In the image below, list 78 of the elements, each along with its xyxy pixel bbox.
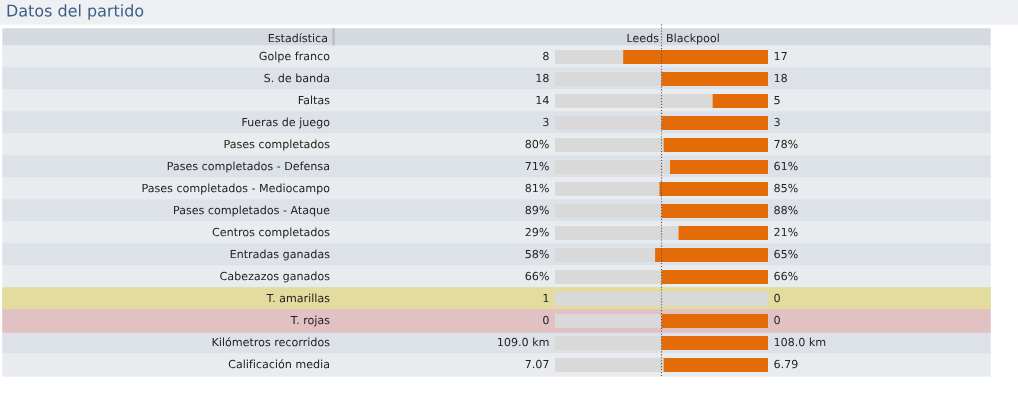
text: 58% <box>525 249 549 259</box>
bar <box>670 159 768 175</box>
text: 6.79 <box>774 359 798 369</box>
text: 8 <box>543 51 549 61</box>
text: 3 <box>543 117 549 127</box>
bar <box>555 137 664 153</box>
text: 29% <box>525 227 549 237</box>
text: 81% <box>525 183 549 193</box>
text: 89% <box>525 205 549 215</box>
bar <box>661 313 768 329</box>
bar <box>555 291 768 307</box>
text: 18 <box>774 73 787 83</box>
text: Datos del partido <box>7 4 144 20</box>
text: 66% <box>525 271 549 281</box>
bar <box>555 225 679 241</box>
y-tick-label: Pases completados - Ataque <box>174 205 330 217</box>
bar <box>661 269 768 285</box>
bar <box>555 269 662 285</box>
text: 88% <box>774 205 798 215</box>
text: 3 <box>774 117 780 127</box>
y-tick-label: Centros completados <box>212 227 330 239</box>
bar <box>661 71 768 87</box>
y-tick-label: Pases completados - Defensa <box>167 161 329 173</box>
y-tick-label: Pases completados <box>224 139 330 151</box>
text: 66% <box>774 271 798 281</box>
text: 18 <box>536 73 549 83</box>
bar <box>661 115 768 131</box>
bar <box>555 71 662 87</box>
bar <box>555 49 624 65</box>
bar <box>663 137 768 153</box>
text: 109.0 km <box>498 337 549 347</box>
bar <box>555 115 662 131</box>
y-tick-label: T. amarillas <box>266 293 330 303</box>
y-tick-label: Faltas <box>298 95 330 105</box>
y-tick-label: Calificación media <box>228 359 329 369</box>
bar <box>555 93 713 109</box>
y-axis-title: Estadística <box>268 33 327 43</box>
bar <box>555 313 662 329</box>
text: 7.07 <box>525 359 549 369</box>
text: 71% <box>525 161 549 171</box>
bar <box>655 247 768 263</box>
bar <box>678 225 768 241</box>
text: 78% <box>774 139 798 149</box>
bar <box>661 335 768 351</box>
bar <box>555 159 671 175</box>
y-tick-label: Pases completados - Mediocampo <box>142 183 330 195</box>
series-label: Leeds <box>627 33 659 43</box>
y-tick-label: Golpe franco <box>259 51 330 63</box>
bar <box>712 93 768 109</box>
text: 0 <box>774 315 780 325</box>
y-tick-label: Kilómetros recorridos <box>212 337 330 347</box>
bar <box>555 357 664 373</box>
bar <box>623 49 768 65</box>
y-tick-label: Fueras de juego <box>242 117 330 129</box>
text: 21% <box>774 227 798 237</box>
text: 61% <box>774 161 798 171</box>
text: 0 <box>543 315 549 325</box>
text: 108.0 km <box>774 337 826 347</box>
bar <box>555 181 660 197</box>
y-tick-label: Entradas ganadas <box>230 249 330 261</box>
text: 1 <box>543 293 549 303</box>
text: 5 <box>774 95 780 105</box>
y-tick-label: S. de banda <box>264 73 329 83</box>
text: 17 <box>774 51 787 61</box>
bar <box>555 203 662 219</box>
bar <box>659 181 768 197</box>
bar <box>663 357 768 373</box>
text: 14 <box>536 95 549 105</box>
text: 0 <box>774 293 780 303</box>
bar <box>555 335 662 351</box>
y-tick-label: T. rojas <box>290 315 330 327</box>
text: 65% <box>774 249 798 259</box>
series-label: Blackpool <box>667 33 719 45</box>
text: 80% <box>525 139 549 149</box>
y-tick-label: Cabezazos ganados <box>220 271 330 283</box>
bar <box>555 247 656 263</box>
text: 85% <box>774 183 798 193</box>
bar <box>661 203 768 219</box>
